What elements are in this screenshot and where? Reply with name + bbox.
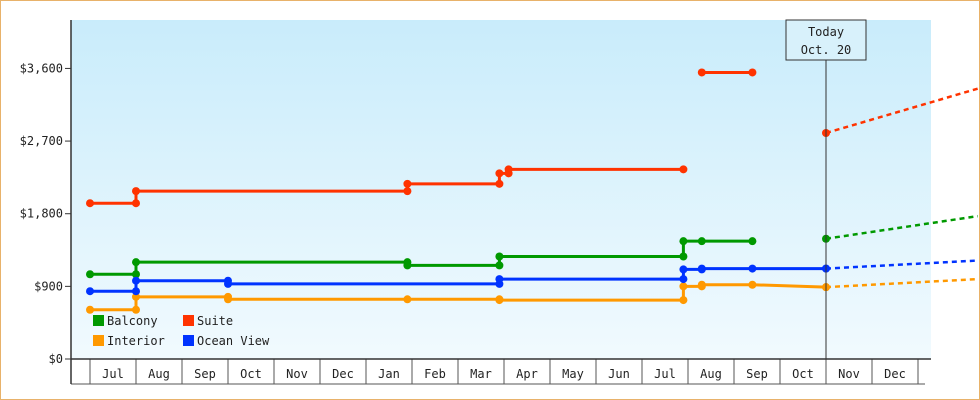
y-tick-label: $1,800	[20, 207, 63, 221]
data-point	[679, 282, 688, 291]
data-point	[132, 292, 140, 301]
x-tick-label: Jan	[378, 367, 400, 381]
data-point	[679, 237, 688, 246]
x-tick-label: Dec	[884, 367, 906, 381]
x-tick-label: Feb	[424, 367, 446, 381]
x-tick-label: Jul	[102, 367, 124, 381]
data-point	[86, 199, 94, 208]
data-point	[748, 68, 757, 77]
data-point	[697, 237, 706, 246]
data-point	[495, 252, 504, 261]
data-point	[132, 187, 140, 196]
data-point	[132, 305, 140, 314]
legend-label: Suite	[197, 314, 233, 328]
data-point	[679, 275, 688, 284]
data-point	[132, 258, 140, 267]
y-tick-label: $2,700	[20, 134, 63, 148]
data-point	[697, 264, 706, 273]
data-point	[679, 296, 688, 305]
x-tick-label: Oct	[240, 367, 262, 381]
grid-layer	[71, 359, 925, 385]
legend-swatch	[183, 335, 194, 346]
data-point	[748, 280, 757, 289]
legend-swatch	[183, 315, 194, 326]
axes-layer: $0 $900 $1,800 $2,700 $3,600 Jul Aug Sep Oct Nov D…	[20, 20, 931, 384]
data-point	[679, 252, 688, 261]
plot-background	[71, 20, 931, 359]
y-tick-label: $3,600	[20, 61, 63, 75]
data-point	[224, 295, 232, 304]
data-point	[132, 270, 140, 279]
x-tick-label: Jun	[608, 367, 630, 381]
x-tick-label: Jul	[654, 367, 676, 381]
data-point	[403, 187, 412, 196]
data-point	[748, 237, 757, 246]
data-point	[679, 165, 688, 174]
legend-label: Ocean View	[197, 334, 270, 348]
today-marker: Today Oct. 20	[785, 19, 867, 359]
x-tick-label: Sep	[746, 367, 768, 381]
data-point	[495, 179, 504, 188]
x-tick-label: Mar	[470, 367, 492, 381]
forecast-line	[825, 259, 978, 270]
forecast-line	[825, 277, 978, 289]
data-point	[403, 179, 412, 188]
data-point	[495, 169, 504, 178]
data-point	[132, 276, 140, 285]
x-tick-label: Sep	[194, 367, 216, 381]
x-tick-label: Nov	[286, 367, 308, 381]
today-label: Today	[808, 25, 844, 39]
data-point	[86, 287, 94, 296]
data-point	[748, 264, 757, 273]
data-point	[132, 199, 140, 208]
data-point	[679, 265, 688, 274]
data-point	[504, 165, 513, 174]
y-tick-label: $900	[34, 279, 63, 293]
data-point	[224, 279, 232, 288]
data-point	[697, 280, 706, 289]
data-point	[495, 275, 504, 284]
data-point	[132, 287, 140, 296]
x-tick-label: Oct	[792, 367, 814, 381]
x-tick-label: Nov	[838, 367, 860, 381]
data-point	[495, 296, 504, 305]
data-point	[697, 68, 706, 77]
data-point	[403, 261, 412, 270]
legend-swatch	[93, 315, 104, 326]
today-date: Oct. 20	[801, 43, 852, 57]
legend: Balcony Suite Interior Ocean View	[93, 314, 270, 348]
today-box	[785, 19, 867, 61]
x-tick-label: Aug	[148, 367, 170, 381]
data-point	[86, 270, 94, 279]
y-tick-label: $0	[49, 352, 63, 366]
legend-label: Interior	[107, 334, 165, 348]
x-tick-label: Aug	[700, 367, 722, 381]
forecast-line	[825, 214, 978, 240]
legend-label: Balcony	[107, 314, 158, 328]
x-tick-label: May	[562, 367, 584, 381]
data-point	[495, 261, 504, 270]
data-point	[86, 305, 94, 314]
legend-swatch	[93, 335, 104, 346]
x-tick-label: Apr	[516, 367, 538, 381]
data-point	[403, 295, 412, 304]
x-tick-label: Dec	[332, 367, 354, 381]
